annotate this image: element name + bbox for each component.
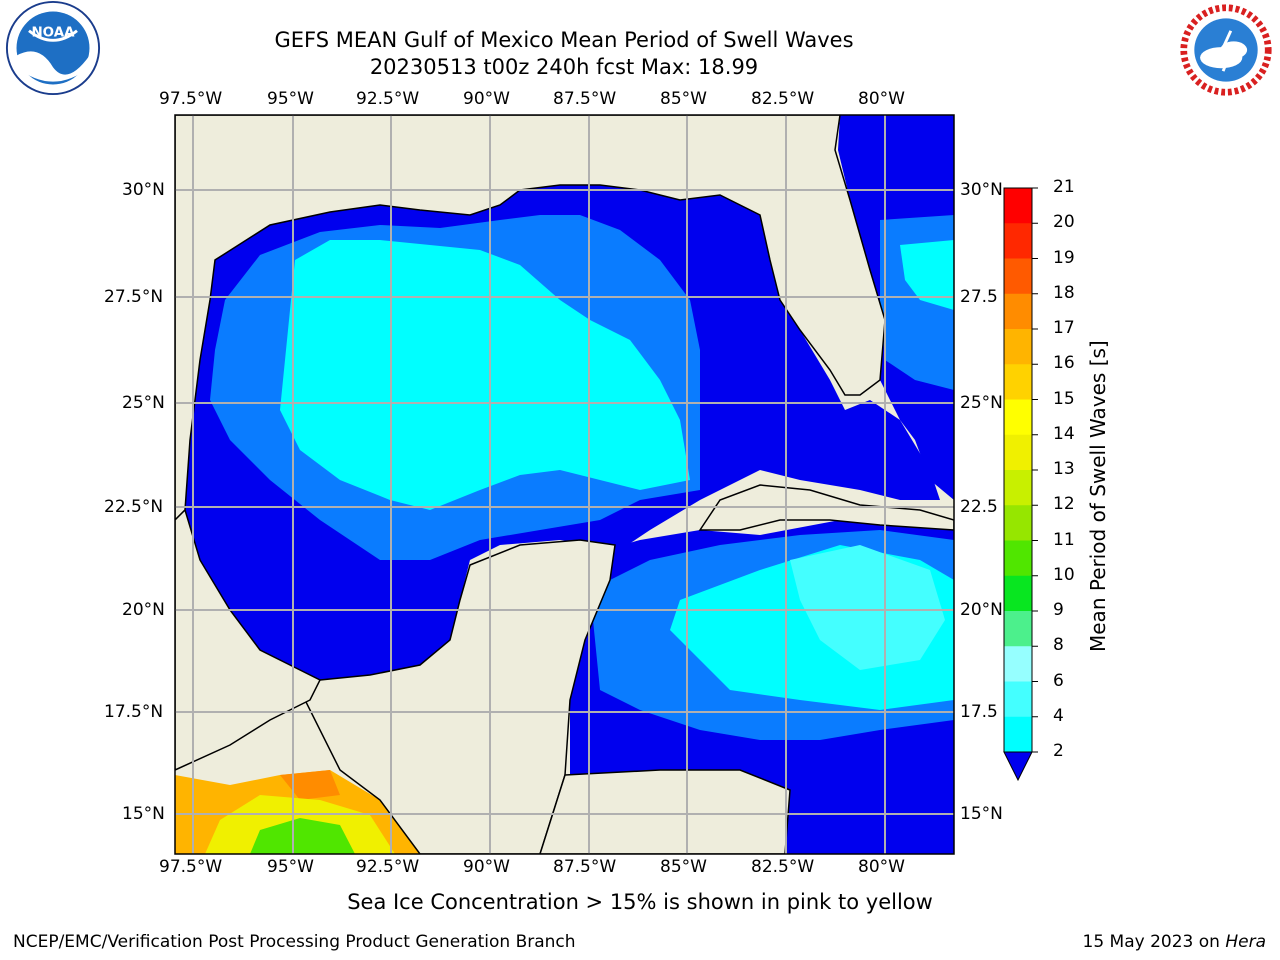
colorbar-label: 10 — [1053, 564, 1075, 585]
pacific-swell-band — [280, 770, 340, 800]
sea-ice-note: Sea Ice Concentration > 15% is shown in … — [347, 890, 933, 914]
colorbar-segment — [1004, 540, 1032, 577]
colorbar-segment — [1004, 293, 1032, 330]
footer-date-text: 15 May 2023 on — [1082, 932, 1226, 952]
colorbar-segment — [1004, 434, 1032, 471]
pacific-swell-peak — [250, 818, 355, 854]
lat-tick-right: 27.5 — [960, 287, 998, 307]
colorbar-segment — [1004, 188, 1032, 224]
colorbar-label: 14 — [1053, 423, 1075, 444]
lon-tick-top: 92.5°W — [356, 89, 420, 109]
lon-tick-bottom: 82.5°W — [751, 857, 815, 877]
colorbar — [1003, 187, 1038, 782]
lon-tick-top: 90°W — [463, 89, 510, 109]
colorbar-label: 18 — [1053, 282, 1075, 303]
lon-tick-bottom: 85°W — [660, 857, 707, 877]
lon-tick-top: 97.5°W — [159, 89, 223, 109]
lon-tick-top: 80°W — [858, 89, 905, 109]
colorbar-segment — [1004, 505, 1032, 541]
colorbar-title: Mean Period of Swell Waves [s] — [1086, 340, 1110, 652]
lat-tick-left: 20°N — [122, 600, 165, 620]
lon-tick-top: 85°W — [660, 89, 707, 109]
lon-tick-top: 82.5°W — [751, 89, 815, 109]
colorbar-label: 12 — [1053, 494, 1075, 515]
colorbar-label: 21 — [1053, 177, 1075, 197]
colorbar-segment — [1004, 716, 1032, 753]
nws-logo-icon — [1179, 3, 1273, 97]
lat-tick-left: 25°N — [122, 393, 165, 413]
colorbar-label: 15 — [1053, 388, 1075, 409]
colorbar-label: 13 — [1053, 459, 1075, 479]
lon-tick-bottom: 92.5°W — [356, 857, 420, 877]
yucatan-land — [298, 539, 616, 854]
lat-tick-right: 20°N — [960, 600, 1003, 620]
lat-tick-left: 27.5°N — [104, 287, 164, 307]
gulf-swell-high — [280, 240, 690, 510]
svg-text:NOAA: NOAA — [31, 25, 75, 40]
colorbar-label: 8 — [1053, 635, 1064, 656]
footer-credit: NCEP/EMC/Verification Post Processing Pr… — [13, 932, 576, 952]
lat-tick-right: 15°N — [960, 804, 1003, 824]
colorbar-segment — [1004, 646, 1032, 682]
colorbar-segment — [1004, 611, 1032, 647]
lat-tick-left: 30°N — [122, 180, 165, 200]
noa-logo-icon: NOAA — [5, 0, 101, 96]
lon-tick-top: 87.5°W — [553, 89, 617, 109]
colorbar-segment — [1004, 399, 1032, 436]
chart-title: GEFS MEAN Gulf of Mexico Mean Period of … — [274, 28, 854, 52]
colorbar-label: 20 — [1053, 212, 1075, 233]
colorbar-label: 6 — [1053, 670, 1064, 691]
colorbar-label: 16 — [1053, 353, 1075, 374]
map-frame — [174, 114, 955, 855]
central-america-land — [539, 769, 791, 854]
colorbar-label: 9 — [1053, 600, 1064, 620]
lon-tick-bottom: 87.5°W — [553, 857, 617, 877]
lon-tick-bottom: 90°W — [463, 857, 510, 877]
mexico-coastline — [175, 508, 322, 771]
colorbar-label: 11 — [1053, 529, 1075, 550]
lon-tick-bottom: 80°W — [858, 857, 905, 877]
colorbar-label: 2 — [1053, 741, 1064, 761]
colorbar-label: 19 — [1053, 247, 1075, 268]
colorbar-segment — [1004, 223, 1032, 259]
lat-tick-left: 22.5°N — [104, 497, 164, 517]
lat-tick-right: 25°N — [960, 393, 1003, 413]
lon-tick-bottom: 97.5°W — [159, 857, 223, 877]
colorbar-label: 4 — [1053, 705, 1064, 726]
caribbean-swell-peak — [790, 545, 945, 670]
lon-tick-bottom: 95°W — [267, 857, 314, 877]
footer-host: Hera — [1225, 932, 1266, 952]
lat-tick-left: 17.5°N — [104, 702, 164, 722]
colorbar-extend-arrow — [1003, 751, 1033, 782]
lat-tick-right: 22.5 — [960, 497, 998, 517]
colorbar-label: 17 — [1053, 318, 1075, 338]
footer-date: 15 May 2023 on Hera — [1083, 932, 1267, 952]
lon-tick-top: 95°W — [267, 89, 314, 109]
lat-tick-right: 30°N — [960, 180, 1003, 200]
lat-tick-left: 15°N — [122, 804, 165, 824]
lat-tick-right: 17.5 — [960, 702, 998, 722]
colorbar-segment — [1004, 258, 1032, 295]
atlantic-swell-high — [900, 240, 954, 310]
colorbar-segment — [1004, 470, 1032, 506]
colorbar-segment — [1004, 681, 1032, 718]
chart-subtitle: 20230513 t00z 240h fcst Max: 18.99 — [369, 55, 759, 79]
colorbar-segment — [1004, 329, 1032, 365]
map-gridlines — [175, 115, 954, 854]
colorbar-segment — [1004, 575, 1032, 612]
colorbar-segment — [1004, 364, 1032, 400]
